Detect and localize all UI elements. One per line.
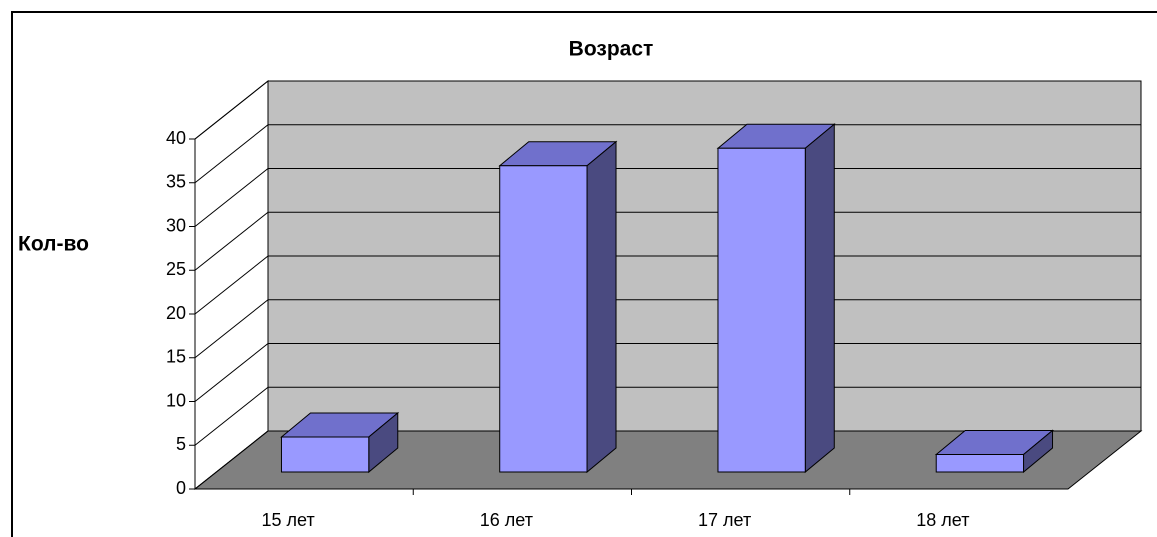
y-tick-label: 0 — [176, 478, 186, 498]
y-axis-label: Кол-во — [18, 233, 89, 256]
y-tick-label: 10 — [166, 390, 186, 410]
bar — [499, 165, 588, 473]
grid-line — [194, 255, 269, 315]
y-tick-label: 35 — [166, 172, 186, 192]
bar — [280, 436, 370, 473]
x-tick-label: 18 лет — [916, 510, 969, 530]
y-tick-label: 40 — [166, 128, 186, 148]
bar-side — [586, 140, 617, 474]
y-tick-label: 30 — [166, 215, 186, 235]
grid-line — [194, 386, 269, 446]
y-tick-label: 25 — [166, 259, 186, 279]
y-tick-label: 5 — [176, 434, 186, 454]
grid-line — [194, 168, 269, 227]
grid-line — [194, 299, 269, 359]
chart-title: Возраст — [569, 38, 654, 61]
x-tick-label: 15 лет — [262, 510, 315, 530]
x-tick-label: 16 лет — [480, 510, 533, 530]
grid-line — [194, 430, 269, 490]
grid-line — [194, 343, 269, 402]
bar-side — [804, 123, 835, 474]
grid-line — [194, 124, 269, 184]
y-tick-label: 15 — [166, 347, 186, 367]
y-tick-label: 20 — [166, 303, 186, 323]
bar — [935, 454, 1025, 473]
grid-line — [194, 80, 269, 140]
grid-line — [194, 211, 269, 271]
x-tick-label: 17 лет — [698, 510, 751, 530]
bar — [717, 147, 806, 473]
